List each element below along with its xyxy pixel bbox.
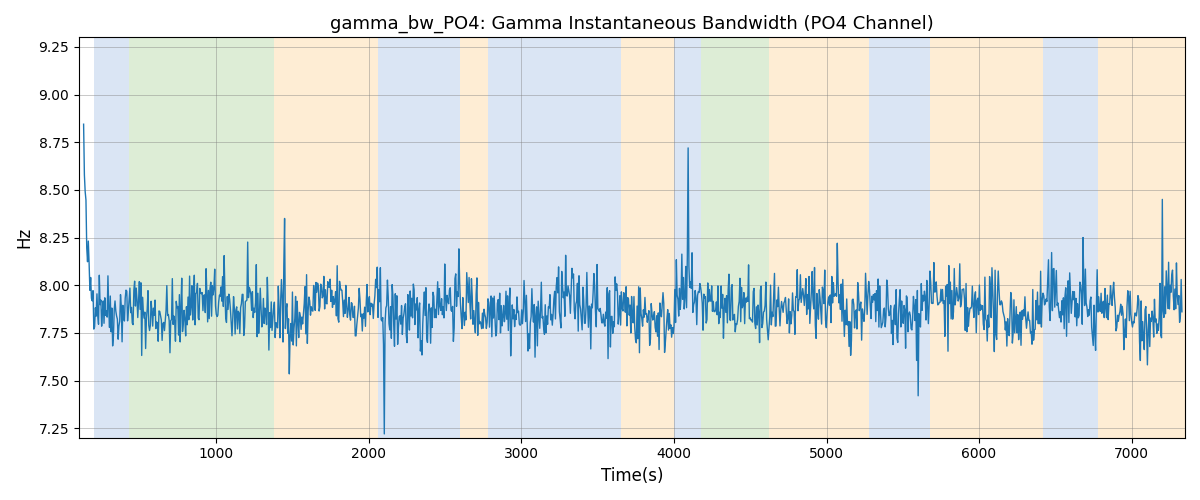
X-axis label: Time(s): Time(s) (601, 467, 664, 485)
Bar (869, 38, 930, 438)
Bar (488, 38, 620, 438)
Bar (378, 38, 461, 438)
Bar (1043, 38, 1098, 438)
Bar (702, 38, 768, 438)
Bar (275, 38, 378, 438)
Y-axis label: Hz: Hz (14, 227, 32, 248)
Bar (768, 38, 869, 438)
Bar (930, 38, 1043, 438)
Bar (461, 38, 488, 438)
Bar (620, 38, 674, 438)
Title: gamma_bw_PO4: Gamma Instantaneous Bandwidth (PO4 Channel): gamma_bw_PO4: Gamma Instantaneous Bandwi… (330, 15, 934, 34)
Bar (683, 38, 702, 438)
Bar (95, 38, 130, 438)
Bar (1098, 38, 1184, 438)
Bar (130, 38, 275, 438)
Bar (674, 38, 683, 438)
